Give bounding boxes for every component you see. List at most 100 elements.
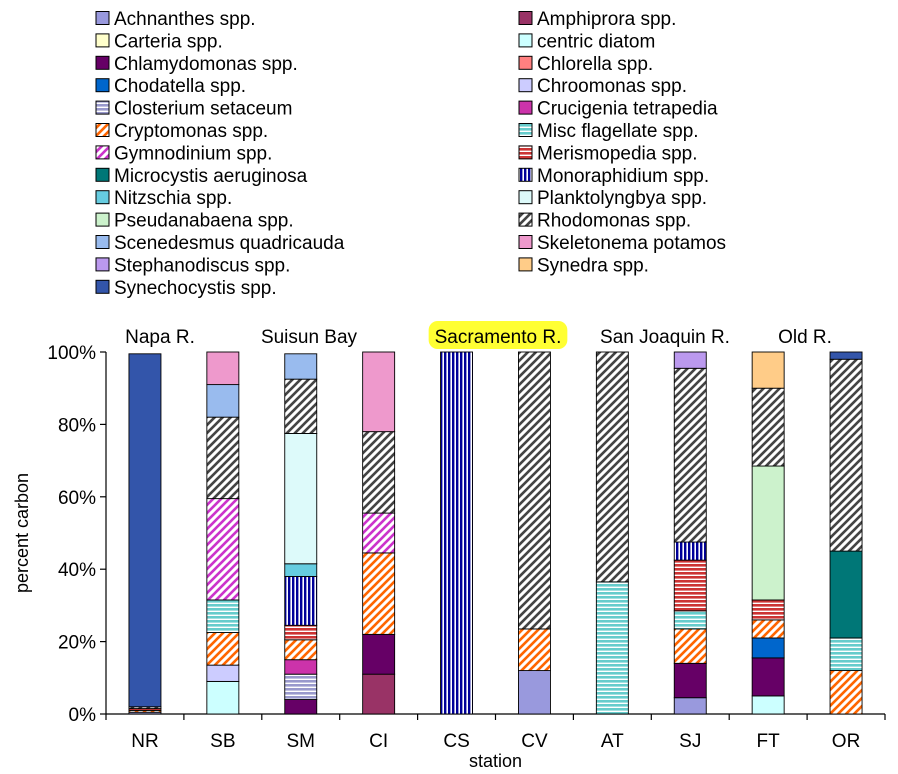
legend-label: Carteria spp. xyxy=(114,31,223,52)
bar-segment-cryptomonas-spp xyxy=(830,671,862,714)
legend-swatch xyxy=(96,56,109,69)
legend-swatch xyxy=(519,79,532,92)
legend-item-nitzschia-spp: Nitzschia spp. xyxy=(96,188,232,209)
bar-segment-pseudanabaena-spp xyxy=(752,466,784,600)
region-label-text: Napa R. xyxy=(125,327,195,348)
legend-swatch xyxy=(96,124,109,137)
bar-segment-synechocystis-spp xyxy=(129,354,161,707)
bar-segment-nitzschia-spp xyxy=(285,564,317,577)
bar-segment-misc-flagellate-spp xyxy=(674,611,706,629)
legend-swatch xyxy=(96,213,109,226)
bar-segment-monoraphidium-spp xyxy=(285,576,317,625)
x-tick-label: CS xyxy=(443,731,469,752)
legend-swatch xyxy=(519,56,532,69)
bar-segment-rhodomonas-spp xyxy=(752,388,784,466)
bar-segment-gymnodinium-spp xyxy=(207,499,239,600)
legend-item-pseudanabaena-spp: Pseudanabaena spp. xyxy=(96,211,294,232)
bar-segment-chodatella-spp xyxy=(752,638,784,658)
x-tick-label: AT xyxy=(601,731,624,752)
x-tick-label: CV xyxy=(521,731,548,752)
legend-item-misc-flagellate-spp: Misc flagellate spp. xyxy=(519,121,699,142)
bar-segment-chroomonas-spp xyxy=(207,665,239,681)
bar-segment-cryptomonas-spp xyxy=(207,633,239,666)
bar-stack-cv xyxy=(518,352,550,714)
legend-swatch xyxy=(519,236,532,249)
legend-label: Cryptomonas spp. xyxy=(114,121,268,142)
bar-segment-closterium-setaceum xyxy=(285,674,317,699)
x-tick-label: OR xyxy=(832,731,861,752)
legend-label: Pseudanabaena spp. xyxy=(114,211,294,232)
legend-item-amphiprora-spp: Amphiprora spp. xyxy=(519,9,676,30)
legend-item-skeletonema-potamos: Skeletonema potamos xyxy=(519,233,726,254)
x-tick-label: CI xyxy=(369,731,388,752)
bar-segment-rhodomonas-spp xyxy=(596,352,628,582)
bar-segment-crucigenia-tetrapedia xyxy=(285,660,317,674)
legend-item-closterium-setaceum: Closterium setaceum xyxy=(96,99,292,120)
bar-stack-nr xyxy=(129,354,161,714)
bar-stack-sb xyxy=(207,352,239,714)
bar-stack-sj xyxy=(674,352,706,714)
legend-swatch xyxy=(96,101,109,114)
bar-segment-cryptomonas-spp xyxy=(674,629,706,663)
legend-item-planktolyngbya-spp: Planktolyngbya spp. xyxy=(519,188,707,209)
legend-label: Microcystis aeruginosa xyxy=(114,166,308,187)
legend-swatch xyxy=(519,146,532,159)
x-tick-label: SB xyxy=(210,731,235,752)
bar-segment-microcystis-aeruginosa xyxy=(830,551,862,638)
bars xyxy=(129,352,862,714)
legend-item-cryptomonas-spp: Cryptomonas spp. xyxy=(96,121,268,142)
bar-stack-ci xyxy=(363,352,395,714)
bar-segment-merismopedia-spp xyxy=(285,625,317,639)
legend-item-monoraphidium-spp: Monoraphidium spp. xyxy=(519,166,709,187)
legend-swatch xyxy=(96,280,109,293)
legend-swatch xyxy=(96,79,109,92)
legend-item-carteria-spp: Carteria spp. xyxy=(96,31,223,52)
legend-item-merismopedia-spp: Merismopedia spp. xyxy=(519,143,698,164)
bar-segment-chlamydomonas-spp xyxy=(674,663,706,697)
legend-item-chroomonas-spp: Chroomonas spp. xyxy=(519,76,687,97)
legend-label: centric diatom xyxy=(537,31,655,52)
bar-segment-achnanthes-spp xyxy=(518,671,550,714)
y-tick-label: 20% xyxy=(58,633,96,654)
legend-item-chodatella-spp: Chodatella spp. xyxy=(96,76,246,97)
legend-label: Scenedesmus quadricauda xyxy=(114,233,345,254)
legend-label: Nitzschia spp. xyxy=(114,188,232,209)
bar-stack-ft xyxy=(752,352,784,714)
legend-label: Closterium setaceum xyxy=(114,99,292,120)
legend-label: Crucigenia tetrapedia xyxy=(537,99,718,120)
legend-item-microcystis-aeruginosa: Microcystis aeruginosa xyxy=(96,166,308,187)
x-tick-label: FT xyxy=(757,731,781,752)
legend-item-synechocystis-spp: Synechocystis spp. xyxy=(96,278,277,299)
region-label-napa-r: Napa R. xyxy=(125,327,195,348)
y-axis-title: percent carbon xyxy=(12,473,32,593)
region-label-text: Suisun Bay xyxy=(261,327,358,348)
bar-segment-cryptomonas-spp xyxy=(285,640,317,660)
legend-item-gymnodinium-spp: Gymnodinium spp. xyxy=(96,143,272,164)
legend-swatch xyxy=(96,168,109,181)
legend-swatch xyxy=(96,236,109,249)
legend-swatch xyxy=(519,191,532,204)
bar-segment-scenedesmus-quadricauda xyxy=(285,354,317,379)
legend-item-chlamydomonas-spp: Chlamydomonas spp. xyxy=(96,54,298,75)
bar-segment-skeletonema-potamos xyxy=(207,352,239,385)
bar-segment-merismopedia-spp xyxy=(674,560,706,611)
bar-segment-monoraphidium-spp xyxy=(441,352,473,714)
legend-label: Merismopedia spp. xyxy=(537,143,698,164)
bar-segment-centric-diatom xyxy=(752,696,784,714)
legend-label: Chlorella spp. xyxy=(537,54,653,75)
bar-segment-monoraphidium-spp xyxy=(674,542,706,560)
legend-label: Amphiprora spp. xyxy=(537,9,676,30)
bar-segment-rhodomonas-spp xyxy=(285,379,317,433)
bar-segment-cryptomonas-spp xyxy=(752,620,784,638)
legend-label: Misc flagellate spp. xyxy=(537,121,699,142)
x-axis-title: station xyxy=(469,751,522,771)
legend-label: Stephanodiscus spp. xyxy=(114,255,290,276)
legend-label: Synedra spp. xyxy=(537,255,649,276)
y-tick-label: 80% xyxy=(58,415,96,436)
legend-label: Synechocystis spp. xyxy=(114,278,277,299)
bar-segment-rhodomonas-spp xyxy=(207,417,239,498)
bar-stack-sm xyxy=(285,354,317,714)
bar-segment-chlamydomonas-spp xyxy=(285,700,317,714)
bar-segment-synechocystis-spp xyxy=(830,352,862,359)
